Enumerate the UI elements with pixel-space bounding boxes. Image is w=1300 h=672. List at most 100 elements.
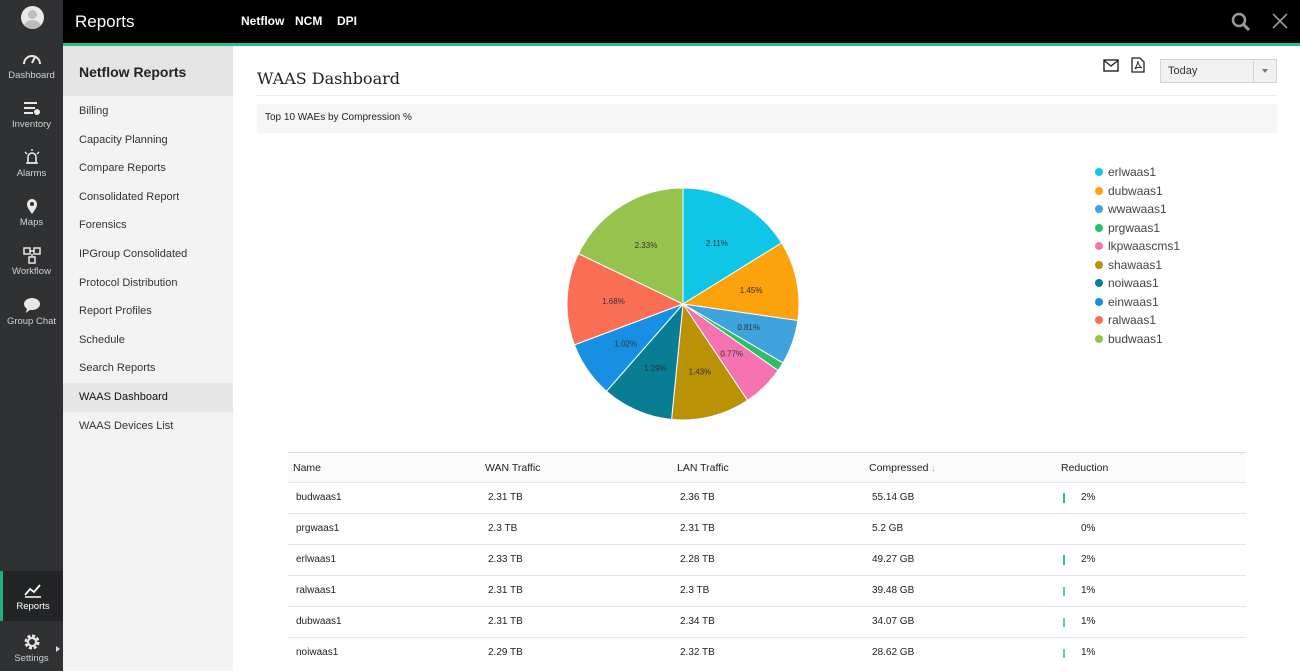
rail-item-maps[interactable]: Maps <box>0 193 63 241</box>
date-range-select[interactable]: Today <box>1160 59 1277 83</box>
cell-compressed: 39.48 GB <box>872 585 915 596</box>
cell-reduction: 2% <box>1056 483 1246 513</box>
sidebar-item-consolidated-report[interactable]: Consolidated Report <box>79 190 180 203</box>
sidebar-item-billing[interactable]: Billing <box>79 105 109 117</box>
nav-ncm[interactable]: NCM <box>295 14 323 28</box>
col-reduction[interactable]: Reduction <box>1061 462 1109 474</box>
legend-label: budwaas1 <box>1108 331 1163 346</box>
table-row[interactable]: noiwaas1 2.29 TB 2.32 TB 28.62 GB 1% <box>288 637 1246 668</box>
search-icon[interactable] <box>1231 12 1251 32</box>
legend-dot-icon <box>1095 297 1103 306</box>
cell-wan-traffic: 2.31 TB <box>488 492 523 503</box>
legend-item-noiwaas1[interactable]: noiwaas1 <box>1095 274 1180 293</box>
cell-reduction: 1% <box>1056 638 1246 668</box>
rail-item-group-chat[interactable]: Group Chat <box>0 292 63 340</box>
pie-slice-shawaas1[interactable] <box>671 302 749 421</box>
rail-item-alarms[interactable]: Alarms <box>0 144 63 192</box>
page-title: WAAS Dashboard <box>257 69 400 88</box>
legend-item-wwawaas1[interactable]: wwawaas1 <box>1095 200 1180 219</box>
rail-label: Inventory <box>11 119 52 130</box>
cell-compressed: 28.62 GB <box>872 647 915 658</box>
legend-dot-icon <box>1095 223 1103 232</box>
col-name[interactable]: Name <box>293 462 322 474</box>
rail-item-inventory[interactable]: Inventory <box>0 95 63 143</box>
pie-slice-budwaas1[interactable] <box>577 187 684 305</box>
cell-name: noiwaas1 <box>296 647 339 658</box>
cell-name: ralwaas1 <box>296 585 337 596</box>
rail-item-workflow[interactable]: Workflow <box>0 242 63 290</box>
table-row[interactable]: ralwaas1 2.31 TB 2.3 TB 39.48 GB 1% <box>288 575 1246 606</box>
rail-label: Workflow <box>12 266 51 277</box>
sidebar-item-report-profiles[interactable]: Report Profiles <box>79 305 152 318</box>
sidebar-item-compare-reports[interactable]: Compare Reports <box>79 162 166 175</box>
sidebar-item-forensics[interactable]: Forensics <box>79 219 127 232</box>
col-compressed[interactable]: Compressed ↓ <box>864 453 1056 482</box>
rail-item-settings[interactable]: Settings <box>0 624 63 672</box>
table-row[interactable]: prgwaas1 2.3 TB 2.31 TB 5.2 GB 0% <box>288 513 1246 544</box>
sidebar-item-protocol-distribution[interactable]: Protocol Distribution <box>79 276 178 289</box>
legend-item-budwaas1[interactable]: budwaas1 <box>1095 330 1180 349</box>
top-bar: Reports Netflow NCM DPI <box>63 0 1300 43</box>
chevron-down-icon[interactable] <box>1253 60 1276 82</box>
legend-item-prgwaas1[interactable]: prgwaas1 <box>1095 219 1180 238</box>
cell-compressed: 34.07 GB <box>872 616 915 627</box>
pie-slice-noiwaas1[interactable] <box>605 302 684 420</box>
cell-compressed: 49.27 GB <box>872 554 915 565</box>
legend-label: erlwaas1 <box>1108 165 1157 180</box>
nav-dpi[interactable]: DPI <box>337 14 358 28</box>
reduction-value: 2% <box>1081 554 1096 565</box>
sort-down-icon[interactable]: ↓ <box>931 464 936 473</box>
reduction-bar <box>1063 555 1065 565</box>
sidebar-item-capacity-planning[interactable]: Capacity Planning <box>79 133 168 146</box>
user-avatar[interactable] <box>21 6 44 29</box>
legend-dot-icon <box>1095 205 1103 214</box>
cell-name: erlwaas1 <box>296 554 337 565</box>
table-row[interactable]: dubwaas1 2.31 TB 2.34 TB 34.07 GB 1% <box>288 606 1246 637</box>
legend-item-shawaas1[interactable]: shawaas1 <box>1095 256 1180 275</box>
pie-slice-dubwaas1[interactable] <box>681 242 800 322</box>
rail-label: Reports <box>16 601 50 612</box>
legend-dot-icon <box>1095 260 1103 269</box>
cell-wan-traffic: 2.31 TB <box>488 585 523 596</box>
mail-icon[interactable] <box>1103 59 1119 72</box>
pie-label-lkpwaascms1: 0.77% <box>720 350 743 359</box>
legend-item-einwaas1[interactable]: einwaas1 <box>1095 293 1180 312</box>
col-lan-traffic[interactable]: LAN Traffic <box>677 462 729 474</box>
sidebar-item-waas-dashboard[interactable]: WAAS Dashboard <box>63 382 233 412</box>
legend-label: lkpwaascms1 <box>1108 239 1181 254</box>
close-icon[interactable] <box>1272 13 1288 29</box>
expand-arrow-icon[interactable] <box>56 646 60 652</box>
legend-item-lkpwaascms1[interactable]: lkpwaascms1 <box>1095 237 1180 256</box>
reports-icon <box>24 584 41 598</box>
sidebar-item-waas-devices-list[interactable]: WAAS Devices List <box>79 419 174 432</box>
nav-netflow[interactable]: Netflow <box>241 14 285 28</box>
legend-dot-icon <box>1095 279 1103 288</box>
sidebar-item-schedule[interactable]: Schedule <box>79 333 125 346</box>
rail-item-dashboard[interactable]: Dashboard <box>0 46 63 94</box>
sidebar-item-search-reports[interactable]: Search Reports <box>79 362 156 375</box>
cell-wan-traffic: 2.3 TB <box>488 523 518 534</box>
cell-lan-traffic: 2.34 TB <box>680 616 715 627</box>
pie-slice-erlwaas1[interactable] <box>682 187 783 305</box>
rail-item-reports[interactable]: Reports <box>0 571 63 621</box>
main-content: WAAS Dashboard Today Top 10 WAEs by Comp… <box>233 46 1300 671</box>
legend-item-dubwaas1[interactable]: dubwaas1 <box>1095 182 1180 201</box>
col-wan-traffic[interactable]: WAN Traffic <box>485 462 541 474</box>
pie-slice-ralwaas1[interactable] <box>566 252 685 346</box>
rail-label: Dashboard <box>8 70 55 81</box>
legend-item-ralwaas1[interactable]: ralwaas1 <box>1095 311 1180 330</box>
top-bar-accent <box>63 43 1300 46</box>
table-row[interactable]: budwaas1 2.31 TB 2.36 TB 55.14 GB 2% <box>288 482 1246 513</box>
cell-reduction: 1% <box>1056 607 1246 637</box>
pie-label-ralwaas1: 1.68% <box>602 297 625 306</box>
legend-item-erlwaas1[interactable]: erlwaas1 <box>1095 163 1180 182</box>
reduction-bar <box>1063 618 1065 627</box>
cell-reduction: 1% <box>1056 576 1246 606</box>
legend-dot-icon <box>1095 334 1103 343</box>
rail-label: Alarms <box>16 168 47 179</box>
table-row[interactable]: erlwaas1 2.33 TB 2.28 TB 49.27 GB 2% <box>288 544 1246 575</box>
pdf-icon[interactable] <box>1131 57 1145 73</box>
pie-label-shawaas1: 1.43% <box>689 368 712 377</box>
cell-lan-traffic: 2.31 TB <box>680 523 715 534</box>
sidebar-item-ipgroup-consolidated[interactable]: IPGroup Consolidated <box>79 247 188 260</box>
